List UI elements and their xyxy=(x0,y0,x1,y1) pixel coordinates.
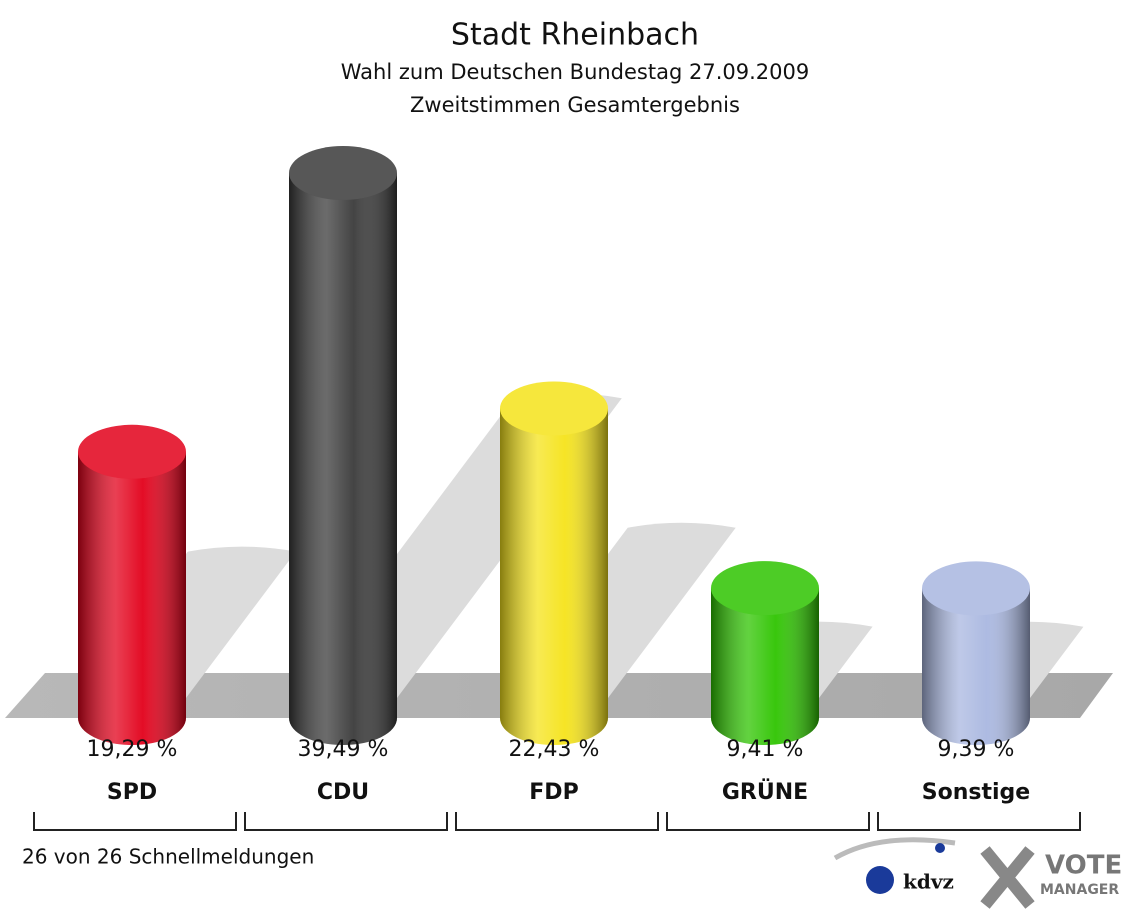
bar-top xyxy=(500,381,608,436)
bar-shading xyxy=(922,588,1030,745)
chart-subtitle: Wahl zum Deutschen Bundestag 27.09.2009 xyxy=(341,60,809,84)
x-tick-label: CDU xyxy=(317,780,369,805)
value-label: 9,39 % xyxy=(938,737,1015,762)
bar-shading xyxy=(711,588,819,745)
bar-shading xyxy=(289,173,397,746)
logo-text: MANAGER xyxy=(1040,882,1119,898)
chart-subtitle: Zweitstimmen Gesamtergebnis xyxy=(410,93,740,117)
logo: kdvz VOTE MANAGER xyxy=(833,837,1122,909)
logo-ball xyxy=(866,866,894,894)
category-bracket xyxy=(877,812,1081,831)
bar-shading xyxy=(500,408,608,745)
category-bracket xyxy=(666,812,870,831)
value-label: 22,43 % xyxy=(509,737,600,762)
bar-top xyxy=(711,561,819,616)
footnote: 26 von 26 Schnellmeldungen xyxy=(22,845,314,869)
logo-ball xyxy=(935,843,945,853)
bar-top-highlight xyxy=(289,146,397,201)
category-bracket xyxy=(33,812,237,831)
value-label: 19,29 % xyxy=(87,737,178,762)
x-tick-label: FDP xyxy=(529,780,578,805)
bar-top xyxy=(78,424,186,479)
logo-text: kdvz xyxy=(903,870,954,894)
logo-text: VOTE xyxy=(1045,851,1122,881)
value-label: 9,41 % xyxy=(727,737,804,762)
x-tick-label: Sonstige xyxy=(922,780,1030,805)
bar-top-highlight xyxy=(922,561,1030,616)
category-bracket xyxy=(455,812,659,831)
x-tick-label: SPD xyxy=(107,780,157,805)
x-tick-label: GRÜNE xyxy=(722,779,808,805)
bar-top-highlight xyxy=(78,424,186,479)
logo-swoosh xyxy=(833,837,956,861)
chart-title: Stadt Rheinbach xyxy=(451,18,699,53)
bar-top xyxy=(289,146,397,201)
bar-shading xyxy=(78,451,186,745)
value-label: 39,49 % xyxy=(298,737,389,762)
bar-top xyxy=(922,561,1030,616)
bar-top-highlight xyxy=(711,561,819,616)
logo-x xyxy=(980,846,1035,909)
bar-top-highlight xyxy=(500,381,608,436)
category-bracket xyxy=(244,812,448,831)
